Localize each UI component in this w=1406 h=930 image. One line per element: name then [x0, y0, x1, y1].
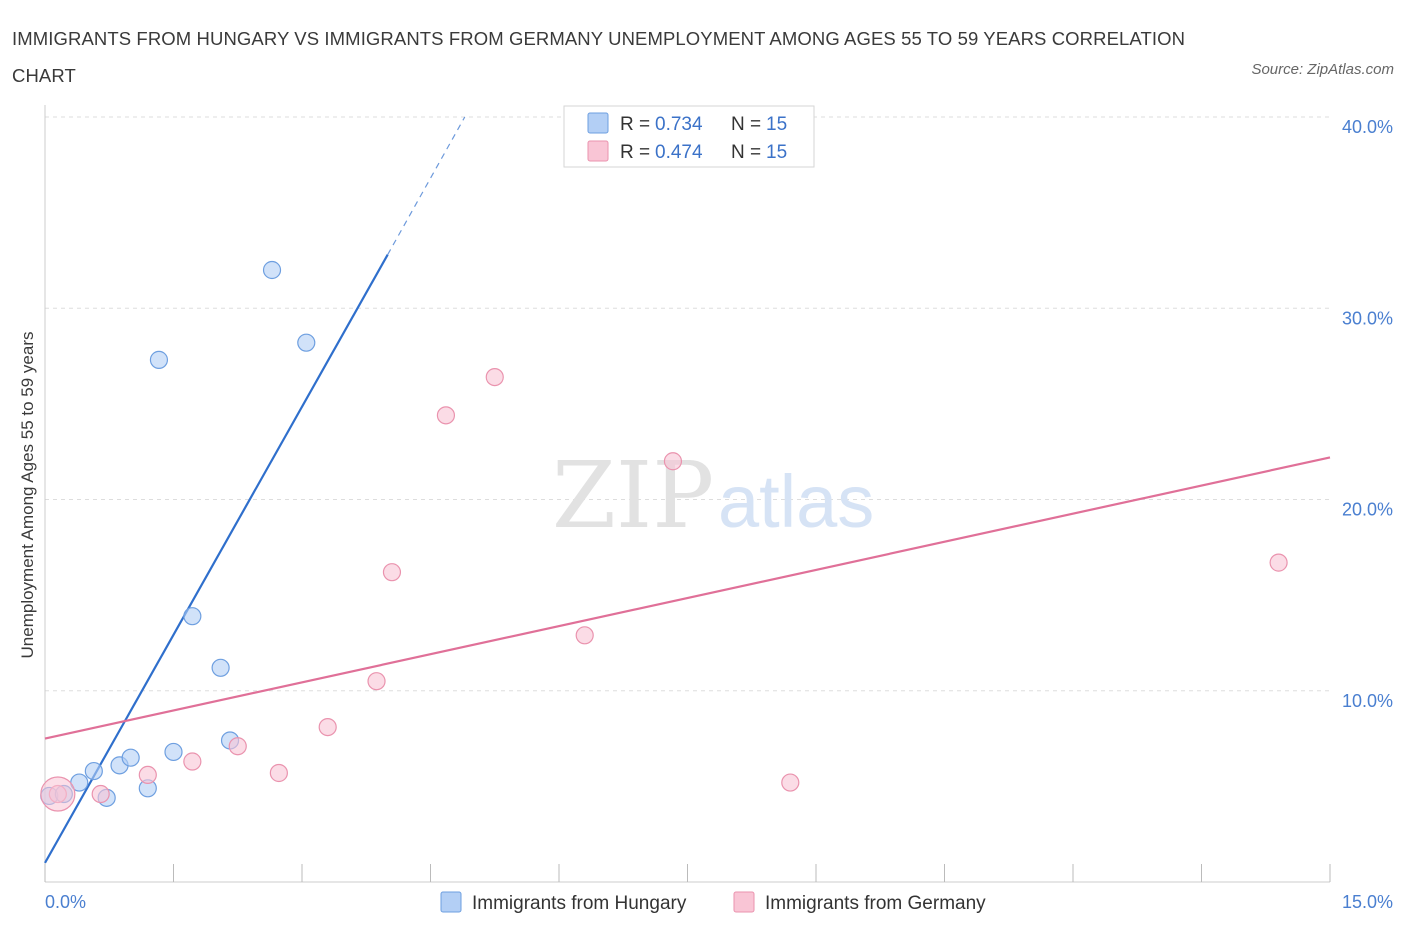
point-germany	[183, 752, 202, 771]
y-axis-title: Unemployment Among Ages 55 to 59 years	[18, 332, 37, 659]
point-germany	[138, 765, 157, 785]
point-germany	[318, 717, 337, 737]
trend-layer	[44, 116, 1331, 864]
point-hungary	[211, 658, 230, 677]
y-tick-label: 40.0%	[1342, 117, 1393, 137]
legend-label-hungary: Immigrants from Hungary	[472, 893, 687, 914]
point-germany	[91, 784, 110, 804]
point-germany	[1269, 553, 1288, 572]
point-germany	[436, 406, 456, 425]
stats-legend-r-label-hungary: R =	[620, 114, 650, 135]
trendline-germany	[44, 456, 1331, 740]
legend-label-germany: Immigrants from Germany	[765, 893, 986, 914]
watermark-atlas: atlas	[718, 460, 874, 543]
trendline-hungary-extension	[387, 116, 466, 255]
source-credit: Source: ZipAtlas.com	[1251, 61, 1394, 78]
axis-layer: 10.0% 20.0% 30.0% 40.0% 0.0% 15.0%	[44, 105, 1393, 912]
stats-legend-n-value-hungary: 15	[766, 114, 787, 135]
trendline-hungary	[44, 254, 389, 864]
legend-swatch-germany	[733, 891, 755, 913]
point-germany	[663, 452, 683, 471]
point-germany	[485, 368, 504, 387]
y-tick-label: 20.0%	[1342, 500, 1393, 520]
stats-legend: R = 0.734 N = 15 R = 0.474 N = 15	[563, 105, 815, 168]
point-germany	[367, 672, 386, 691]
stats-legend-swatch-germany	[587, 140, 609, 162]
point-hungary	[84, 761, 103, 781]
point-germany	[228, 737, 247, 756]
stats-legend-swatch-hungary	[587, 112, 609, 134]
stats-legend-n-label-hungary: N =	[731, 114, 761, 135]
stats-legend-r-value-hungary: 0.734	[655, 114, 703, 135]
point-germany	[382, 563, 402, 582]
point-germany	[781, 773, 800, 792]
watermark-zip: ZIP	[552, 442, 714, 549]
point-hungary	[121, 748, 140, 767]
point-germany	[269, 763, 288, 783]
grid-layer	[45, 116, 1330, 692]
x-tick-label: 15.0%	[1342, 892, 1393, 912]
point-germany-cluster	[40, 776, 76, 812]
stats-legend-n-value-germany: 15	[766, 142, 787, 163]
legend-swatch-hungary	[440, 891, 462, 913]
x-tick-label: 0.0%	[45, 892, 86, 912]
point-germany	[575, 626, 594, 645]
point-hungary	[297, 333, 316, 352]
bottom-legend: Immigrants from Hungary Immigrants from …	[440, 891, 986, 914]
point-hungary	[262, 260, 282, 280]
watermark: ZIP atlas	[552, 442, 874, 549]
points-layer	[40, 260, 1288, 812]
point-hungary	[183, 607, 202, 626]
y-tick-label: 30.0%	[1342, 308, 1393, 328]
stats-legend-n-label-germany: N =	[731, 142, 761, 163]
y-tick-label: 10.0%	[1342, 691, 1393, 711]
stats-legend-r-value-germany: 0.474	[655, 142, 703, 163]
chart-title: IMMIGRANTS FROM HUNGARY VS IMMIGRANTS FR…	[12, 28, 1186, 86]
stats-legend-r-label-germany: R =	[620, 142, 650, 163]
point-hungary	[164, 742, 183, 762]
point-hungary	[149, 350, 169, 369]
